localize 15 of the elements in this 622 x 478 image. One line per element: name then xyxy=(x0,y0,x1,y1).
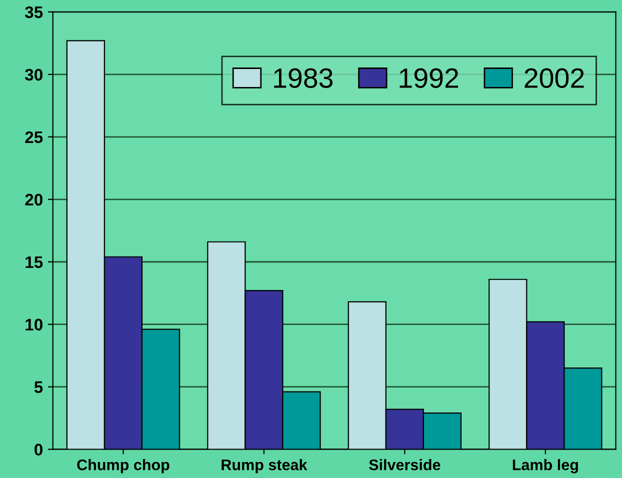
x-tick-label: Chump chop xyxy=(77,459,170,474)
y-tick-label: 10 xyxy=(26,318,42,331)
y-tick-label: 30 xyxy=(24,68,42,81)
legend-label: 1983 xyxy=(274,68,333,88)
legend-label: 1992 xyxy=(400,68,458,88)
y-tick-label: 35 xyxy=(24,6,43,18)
x-tick-label: Silverside xyxy=(369,459,440,470)
y-tick-label: 20 xyxy=(25,194,42,206)
y-tick-label: 0 xyxy=(34,444,42,456)
x-tick-label: Rump steak xyxy=(222,459,308,474)
y-tick-label: 15 xyxy=(26,256,43,268)
y-tick-label: 5 xyxy=(34,381,43,394)
x-tick-label: Lamb leg xyxy=(512,459,578,474)
legend-label: 2002 xyxy=(524,68,584,88)
y-tick-label: 25 xyxy=(25,131,43,144)
